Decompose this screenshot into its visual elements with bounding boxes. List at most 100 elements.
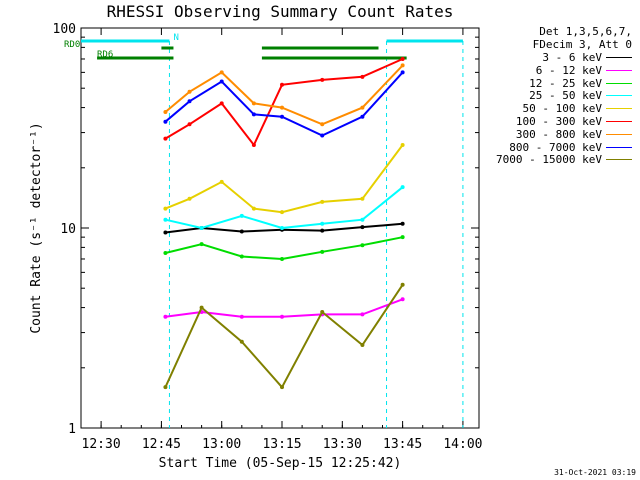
series-8-point [239,339,244,344]
series-5-point [360,74,365,79]
series-4-point [251,206,256,211]
legend-swatch [606,121,632,122]
series-8-point [199,305,204,310]
series-5-point [280,82,285,87]
series-6-point [187,89,192,94]
series-4-point [219,179,224,184]
series-6-point [320,122,325,127]
series-1-point [400,297,405,302]
series-6-point [219,70,224,75]
legend-swatch [606,159,632,161]
series-4-point [163,206,168,211]
series-0-point [360,225,365,230]
series-line-8 [164,284,404,389]
series-8-point [360,343,365,348]
x-tick-label: 13:45 [383,437,422,452]
legend-label: 3 - 6 keV [542,51,602,64]
x-tick-label: 13:00 [202,437,241,452]
series-8-point [163,385,168,390]
series-0-point [163,230,168,235]
series-7-point [360,114,365,119]
series-7-point [163,119,168,124]
legend-label: 25 - 50 keV [529,89,602,103]
x-tick-label: 13:30 [323,437,362,452]
series-0-point [400,221,405,226]
x-tick-label: 14:00 [443,437,482,452]
legend-label: 800 - 7000 keV [509,140,602,154]
legend-swatch [606,82,632,84]
flag-label-rd6: RD6 [97,50,113,60]
legend-header-line: FDecim 3, Att 0 [532,38,632,51]
series-line-2 [165,236,403,261]
legend-swatch [606,133,632,135]
series-5-point [400,56,405,61]
legend-label: 7000 - 15000 keV [496,153,602,167]
series-line-7 [164,71,404,137]
series-8-point [280,385,285,390]
series-6-point [400,63,405,68]
y-tick-label: 100 [53,22,76,37]
series-4-point [400,143,405,148]
y-tick-label: 10 [60,222,76,237]
series-7-point [320,133,325,138]
legend-entry: 3 - 6 keV [542,51,632,64]
flag-label-rd0: RD0 [64,40,80,50]
series-1-point [360,312,365,317]
series-0-point [239,229,244,234]
series-6-point [360,105,365,110]
footer-timestamp: 31-Oct-2021 03:19 [554,468,636,477]
series-0-point [320,228,325,233]
tick-marks [80,27,479,429]
legend-swatch [606,57,632,58]
legend-entry: 800 - 7000 keV [509,141,632,154]
legend-swatch [606,95,632,97]
series-8-point [400,282,405,287]
legend-entry: 12 - 25 keV [529,77,632,90]
legend-entry: 6 - 12 keV [536,64,632,77]
legend-label: 12 - 25 keV [529,76,602,90]
legend-swatch [606,146,632,148]
series-5-point [187,122,192,127]
series-1-point [239,314,244,319]
series-7-point [280,114,285,119]
legend-swatch [606,108,632,110]
series-5-point [320,77,325,82]
legend-entry: 300 - 800 keV [516,128,632,141]
series-1-point [163,314,168,319]
y-tick-labels: 1 10 100 [53,22,76,437]
legend-entry: 7000 - 15000 keV [496,153,632,166]
x-tick-label: 13:15 [262,437,301,452]
legend-swatch [606,69,632,71]
series-3-point [400,185,405,190]
series-7-point [251,112,256,117]
series-3-point [163,217,168,222]
series-3-point [360,217,365,222]
series-5-point [163,136,168,141]
flag-bars: N RD0 RD6 [64,33,464,428]
y-axis-label: Count Rate (s⁻¹ detector⁻¹) [29,122,44,333]
legend-label: 100 - 300 keV [515,115,602,128]
legend-label: 50 - 100 keV [522,102,602,116]
series-3-point [239,213,244,218]
series-4-point [280,210,285,215]
series-2-point [320,249,325,254]
series-7-point [187,99,192,104]
series-7-point [219,79,224,84]
series-2-point [239,254,244,259]
series-3-point [199,226,204,230]
chart-title: RHESSI Observing Summary Count Rates [107,2,454,21]
series-2-point [199,242,204,247]
x-axis-label: Start Time (05-Sep-15 12:25:42) [159,456,402,471]
series-6-point [163,110,168,115]
legend-entry: 100 - 300 keV [516,115,632,128]
series-4-point [320,199,325,204]
series-7-point [400,70,405,75]
data-series [163,56,405,390]
flag-label-n: N [173,33,178,43]
legend-label: 6 - 12 keV [535,63,602,77]
series-2-point [360,243,365,248]
series-8-point [320,310,325,315]
legend-label: 300 - 800 keV [515,127,602,141]
legend-entry: 50 - 100 keV [523,102,632,115]
